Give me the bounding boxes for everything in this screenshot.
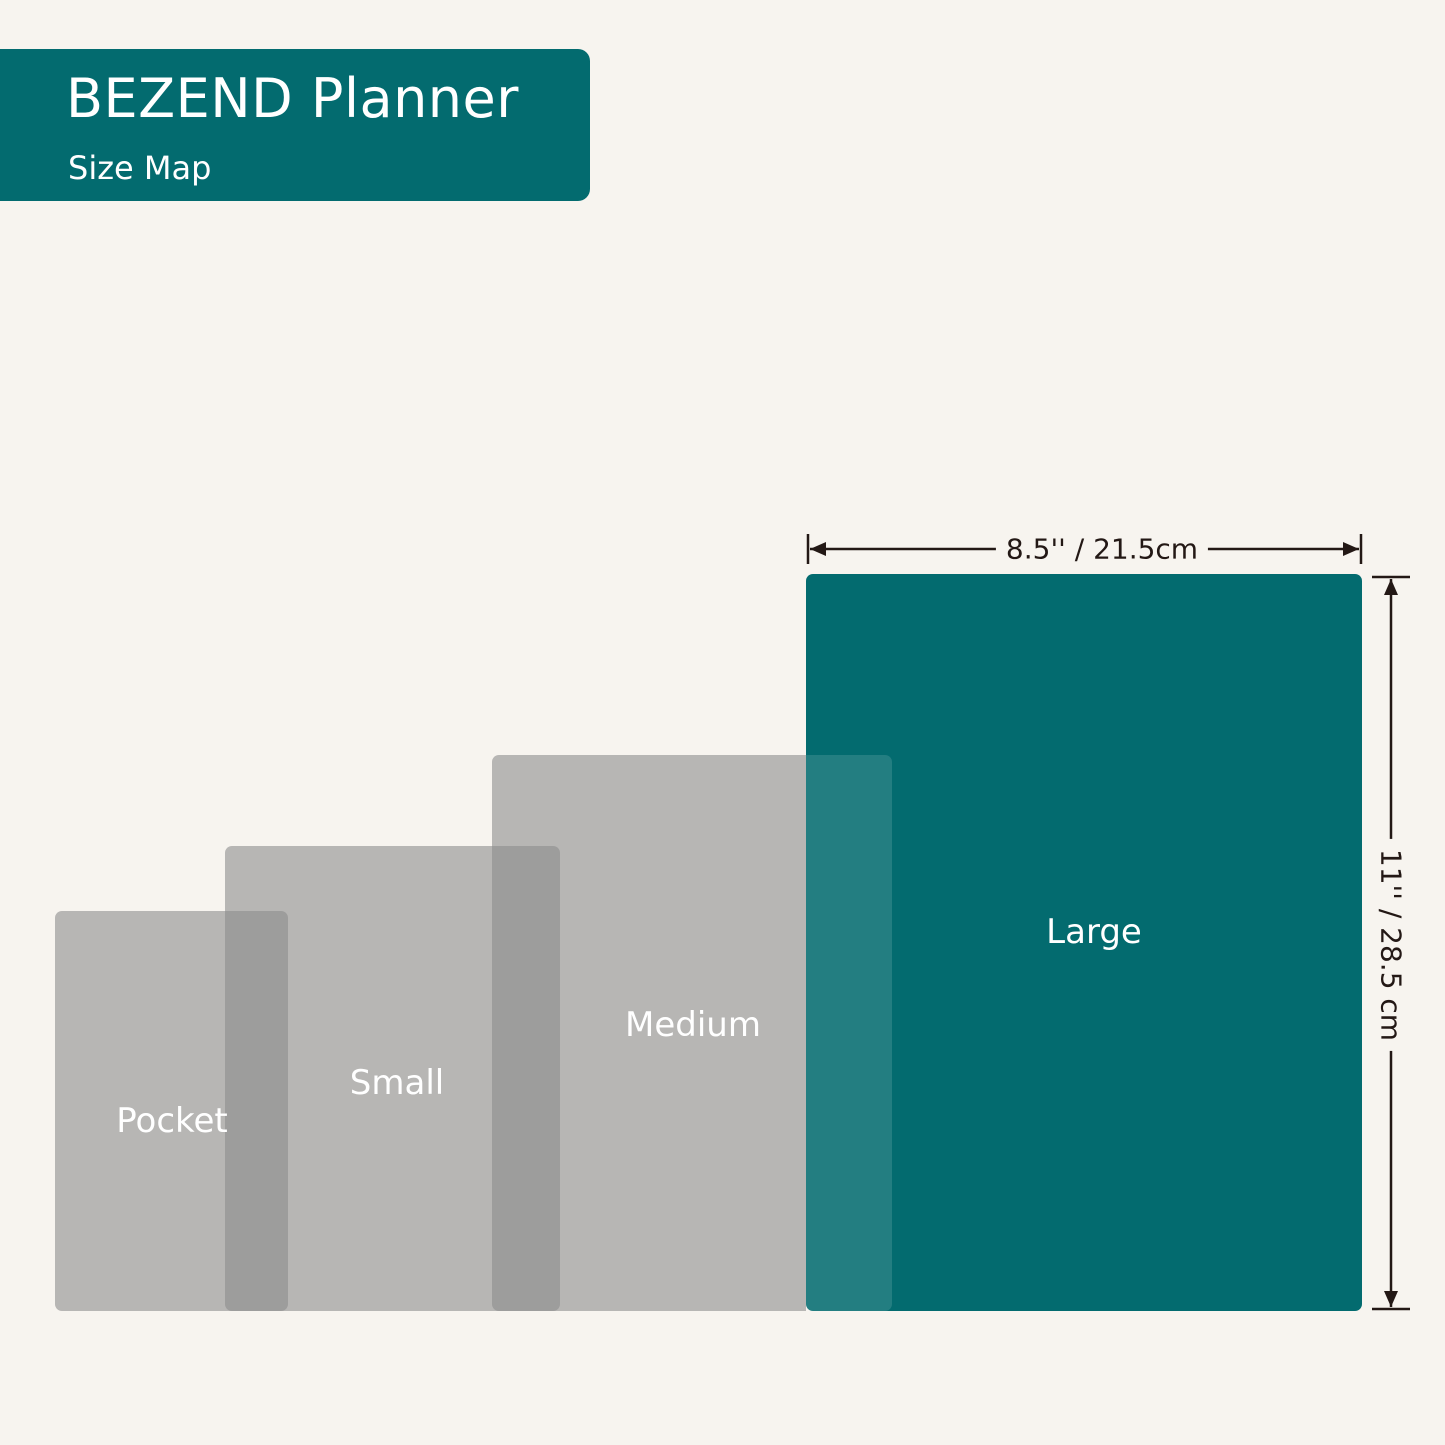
medium-planner [492,755,806,1311]
page-title: BEZEND Planner [66,67,519,130]
arrow-head-bottom [1384,1291,1398,1307]
arrow-head-top [1384,579,1398,595]
medium-large-overlap [806,755,892,1311]
medium-label: Medium [625,1005,761,1045]
page-subtitle: Size Map [68,149,212,187]
height-dimension-label: 11'' / 28.5 cm [1374,838,1408,1052]
small-label: Small [349,1063,445,1103]
arrow-head-right [1343,542,1359,556]
large-planner [806,574,1362,1311]
width-dimension-label: 8.5'' / 21.5cm [995,532,1209,566]
title-banner: BEZEND Planner Size Map [0,49,590,201]
arrow-head-left [810,542,826,556]
pocket-label: Pocket [116,1101,228,1141]
large-label: Large [1046,912,1142,952]
